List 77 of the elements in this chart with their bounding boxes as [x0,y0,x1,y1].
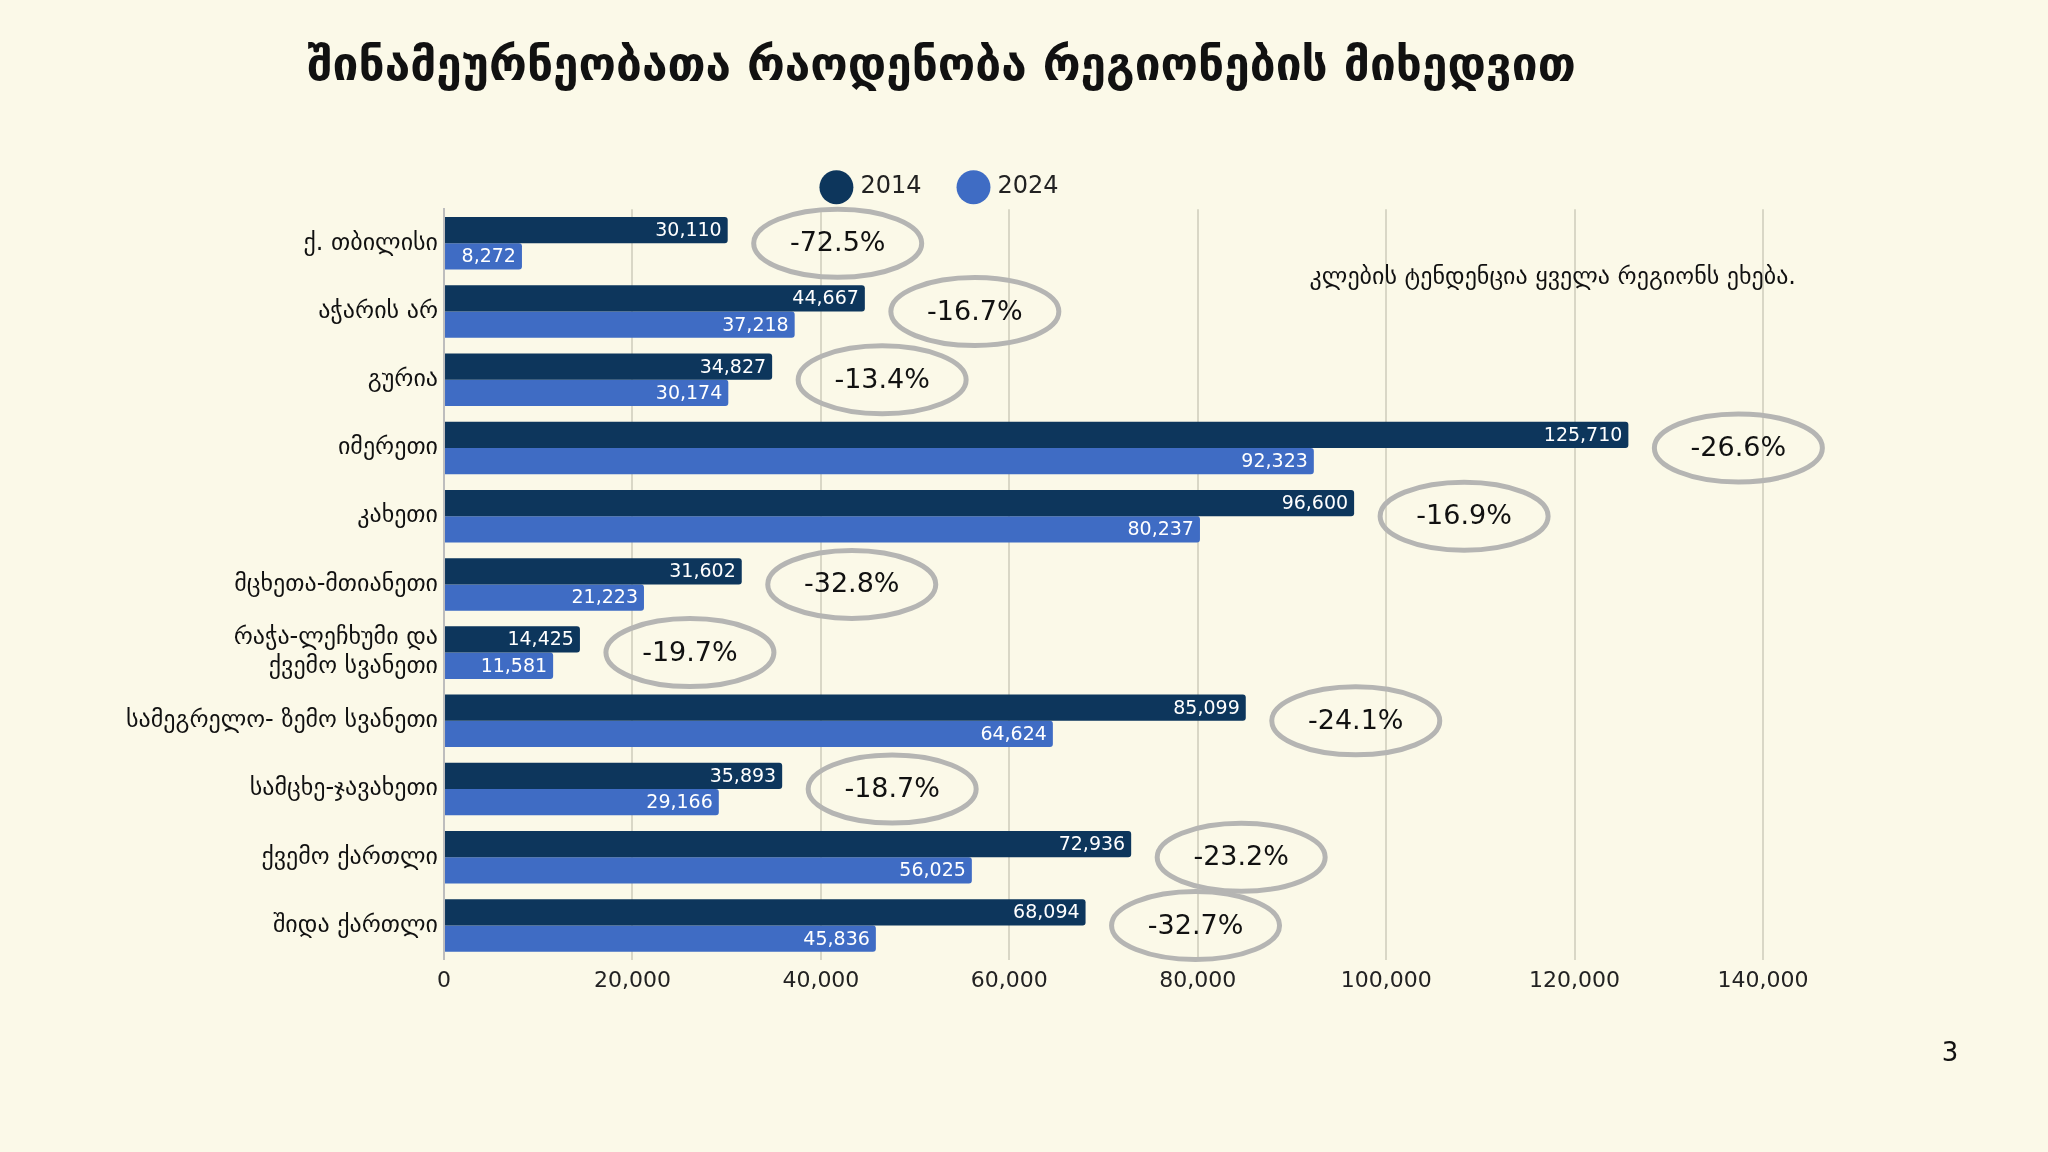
y-tick-label: აჭარის არ [318,295,439,324]
legend-label: 2024 [997,171,1059,200]
bar [445,217,728,244]
bar [445,285,865,312]
data-label: 56,025 [899,858,966,881]
data-label: 125,710 [1543,422,1623,445]
bar [445,626,580,653]
data-label: 37,218 [722,312,789,335]
data-label: 35,893 [709,763,777,786]
data-label: 45,836 [803,926,870,949]
y-tick-label: მცხეთა-მთიანეთი [234,568,439,597]
bar [445,831,1132,858]
x-tick-label: 20,000 [593,966,671,992]
y-tick-label: გურია [367,363,439,392]
bar [445,516,1200,543]
annotation: -26.6% [1690,430,1787,462]
data-label: 21,223 [571,585,638,608]
bar [445,584,644,611]
y-tick-label: ქვემო ქართლი [261,841,439,870]
bar [445,857,972,884]
data-label: 64,624 [980,721,1047,744]
data-label: 96,600 [1281,490,1349,513]
data-label: 29,166 [646,790,713,813]
bar [445,558,742,585]
data-label: 30,110 [655,218,722,241]
data-label: 72,936 [1058,832,1126,855]
bar [445,720,1053,748]
y-tick-label: იმერეთი [337,432,439,461]
annotation: კლების ტენდენცია ყველა რეგიონს ეხება. [1309,262,1796,291]
annotation: -32.8% [804,567,900,599]
annotation: -16.7% [927,294,1023,326]
data-label: 92,323 [1241,449,1308,472]
annotation: -19.7% [642,635,738,667]
x-tick-label: 40,000 [782,966,860,992]
data-label: 85,099 [1173,695,1240,718]
data-label: 14,425 [507,627,574,650]
bar [445,489,1355,517]
x-tick-label: 80,000 [1159,966,1237,992]
annotation: -16.9% [1416,499,1512,531]
chart-title: შინამეურნეობათა რაოდენობა რეგიონების მიხედვით [307,36,1576,91]
bar [445,694,1246,721]
bar [445,311,795,338]
bar [445,447,1314,475]
bar [445,899,1086,926]
bar [445,925,876,952]
x-tick-label: 0 [437,966,452,992]
x-tick-label: 60,000 [970,966,1048,992]
data-label: 34,827 [699,354,767,377]
data-label: 68,094 [1013,900,1080,923]
bar [445,421,1629,448]
annotation: -24.1% [1308,703,1404,735]
data-label: 8,272 [461,244,516,267]
annotation: -23.2% [1193,840,1289,872]
data-label: 11,581 [480,653,548,676]
x-tick-label: 140,000 [1717,966,1809,992]
data-label: 30,174 [655,380,723,403]
y-tick-label: სამცხე-ჯავახეთი [249,773,439,802]
y-tick-label: რაჭა-ლეჩხუმი და ქვემო სვანეთი [233,622,439,680]
annotation: -18.7% [844,772,940,804]
bar [445,353,773,380]
bar [445,789,719,816]
annotation: -13.4% [834,362,930,394]
bar [445,379,729,407]
y-tick-label: კახეთი [357,500,439,529]
bar [445,762,783,790]
x-tick-label: 120,000 [1529,966,1621,992]
y-tick-label: ქ. თბილისი [303,227,439,256]
data-label: 44,667 [792,286,859,309]
y-tick-label: სამეგრელო- ზემო სვანეთი [125,705,439,734]
legend-label: 2014 [860,171,922,200]
x-tick-label: 100,000 [1340,966,1432,992]
data-label: 31,602 [669,559,736,582]
annotation: -32.7% [1147,908,1244,940]
y-tick-label: შიდა ქართლი [272,909,439,938]
text: 3 [1941,1036,1959,1067]
data-label: 80,237 [1127,517,1194,540]
annotation: -72.5% [789,226,886,258]
